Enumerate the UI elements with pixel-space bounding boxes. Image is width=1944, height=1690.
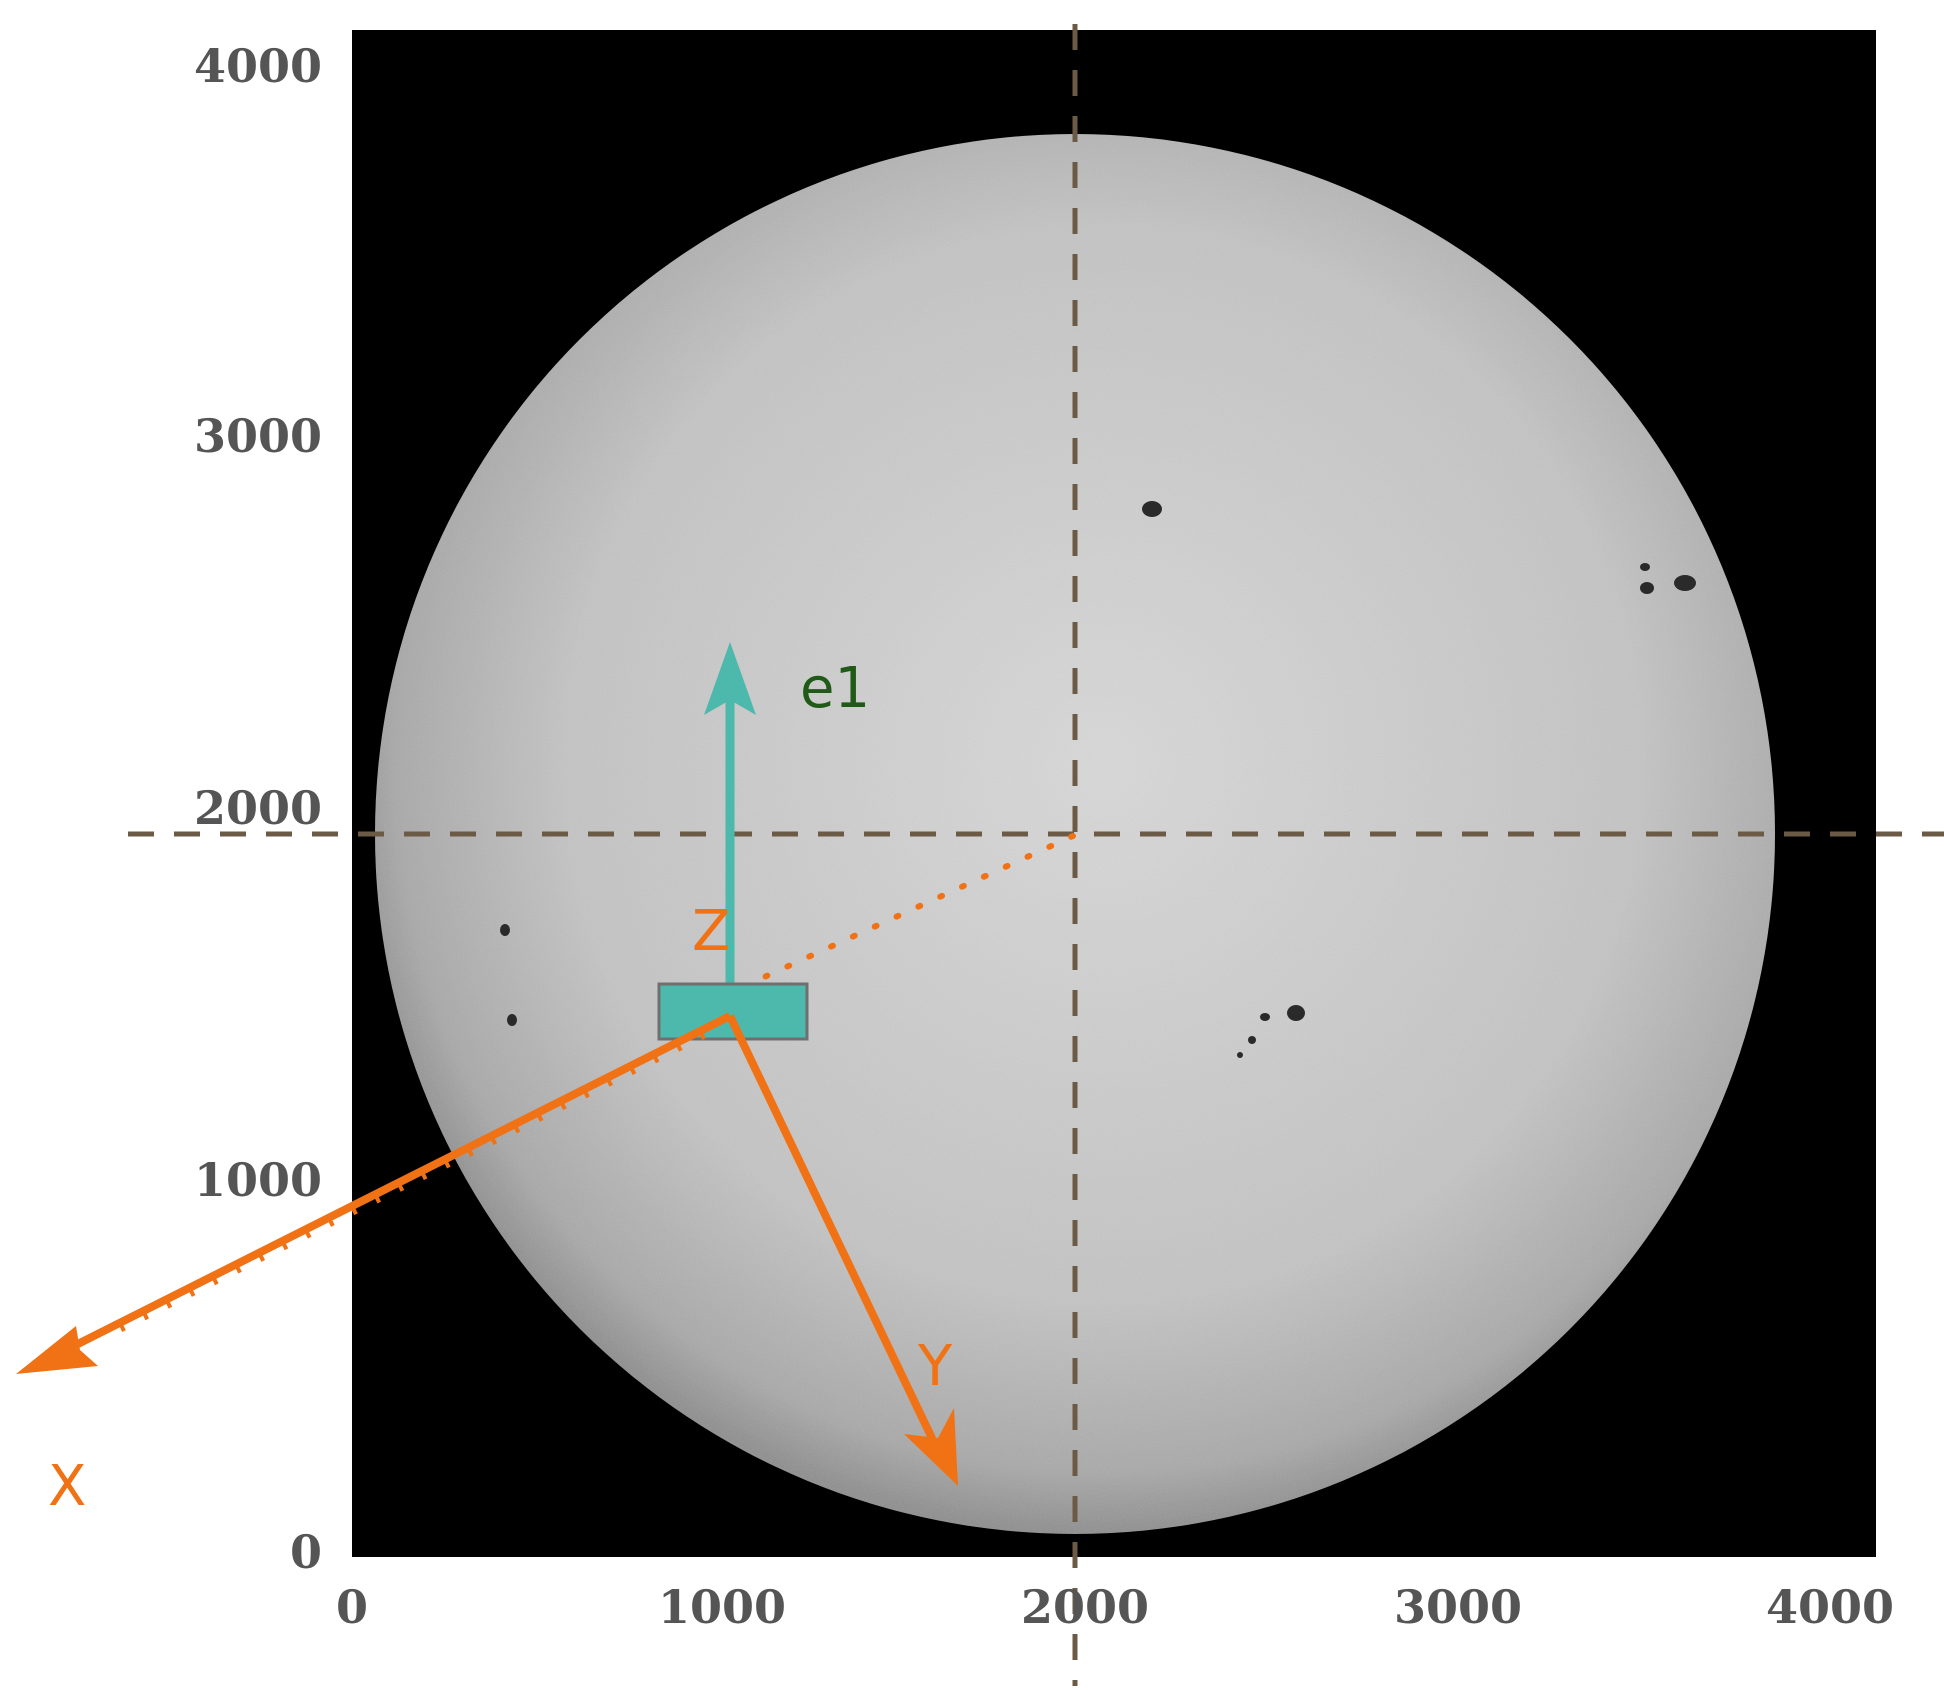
e1-label: e1 — [800, 656, 870, 721]
x-vector-tick — [327, 1216, 335, 1227]
x-tick-label: 2000 — [1021, 1580, 1149, 1634]
x-vector-tick — [535, 1111, 544, 1122]
sunspot — [500, 924, 510, 936]
x-vector-tick — [698, 1030, 706, 1040]
y-tick-label: 1000 — [194, 1153, 322, 1207]
x-tick-label: 3000 — [1394, 1580, 1522, 1634]
x-tick-label: 1000 — [658, 1580, 786, 1634]
x-vector-tick — [350, 1205, 358, 1216]
x-vector-tick — [164, 1298, 173, 1309]
x-vector-tick — [512, 1123, 521, 1134]
z-label: Z — [692, 899, 730, 964]
x-vector-tick — [118, 1322, 126, 1332]
x-vector-tick — [234, 1263, 242, 1274]
x-vector-tick — [443, 1158, 451, 1169]
x-vector-tick — [373, 1193, 382, 1204]
x-vector-tick — [466, 1146, 474, 1157]
x-vector — [16, 1012, 732, 1374]
x-vector-tick — [675, 1041, 683, 1052]
x-vector-tick — [651, 1053, 660, 1064]
x-vector-tick — [605, 1076, 614, 1087]
sunspot — [1674, 575, 1696, 591]
y-tick-label: 4000 — [194, 39, 322, 93]
radius-dotted-line — [722, 833, 1076, 998]
y-tick-label: 0 — [290, 1525, 322, 1579]
y-arrowhead — [904, 1408, 958, 1486]
x-vector-tick — [628, 1065, 637, 1075]
x-vector-tick — [489, 1135, 498, 1146]
sunspot — [507, 1014, 517, 1026]
sunspot — [1640, 582, 1654, 594]
e1-arrowhead — [704, 642, 756, 715]
sunspot — [1248, 1036, 1256, 1044]
x-vector-tick — [559, 1100, 567, 1111]
x-vector-tick — [187, 1287, 196, 1297]
y-tick-label: 2000 — [194, 781, 322, 835]
x-arrowhead — [16, 1326, 98, 1374]
x-vector-ticks — [118, 1030, 706, 1332]
x-vector-tick — [211, 1275, 219, 1286]
x-vector-tick — [257, 1252, 266, 1262]
sunspot — [1640, 563, 1650, 571]
x-vector-tick — [396, 1181, 405, 1192]
sunspots — [500, 501, 1696, 1058]
x-label: X — [48, 1454, 86, 1519]
x-vector-tick — [141, 1310, 150, 1321]
x-tick-label: 0 — [336, 1580, 368, 1634]
sunspot — [1142, 501, 1162, 517]
sunspot — [1287, 1005, 1305, 1021]
sunspot — [1260, 1013, 1270, 1021]
x-tick-label: 4000 — [1766, 1580, 1894, 1634]
sunspot — [1237, 1052, 1243, 1058]
y-label: Y — [917, 1334, 953, 1399]
x-axis-labels: 0 1000 2000 3000 4000 — [336, 1580, 1894, 1634]
y-vector — [726, 1014, 958, 1486]
y-tick-label: 3000 — [194, 409, 322, 463]
x-vector-tick — [303, 1228, 312, 1239]
x-vector-tick — [280, 1240, 289, 1251]
x-vector-tick — [582, 1088, 590, 1099]
y-axis-labels: 4000 3000 2000 1000 0 — [194, 39, 322, 1579]
x-vector-tick — [419, 1170, 428, 1181]
e1-vector — [704, 642, 756, 990]
